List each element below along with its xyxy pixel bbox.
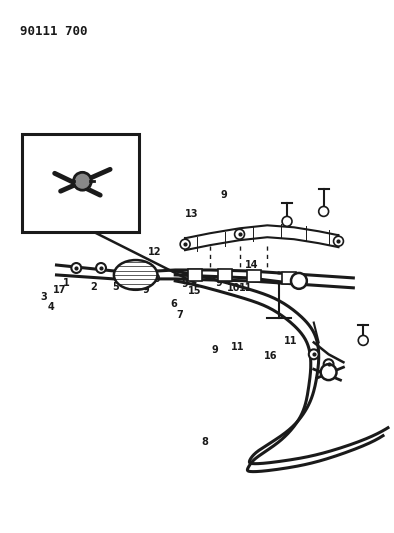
Bar xyxy=(247,270,261,282)
Bar xyxy=(188,269,202,281)
Text: 14: 14 xyxy=(245,261,258,270)
Text: 16: 16 xyxy=(264,351,278,361)
Circle shape xyxy=(309,349,319,359)
Text: 9: 9 xyxy=(215,278,222,288)
Text: 7: 7 xyxy=(36,219,43,229)
Text: 10: 10 xyxy=(148,273,162,284)
Text: 13: 13 xyxy=(185,208,199,219)
Text: 9: 9 xyxy=(211,345,218,355)
Circle shape xyxy=(180,239,190,249)
Text: 7: 7 xyxy=(176,310,183,320)
Circle shape xyxy=(334,236,344,246)
Bar xyxy=(282,272,296,284)
Text: 9: 9 xyxy=(143,285,150,295)
Circle shape xyxy=(71,263,81,273)
Text: 11: 11 xyxy=(284,336,297,345)
Circle shape xyxy=(234,229,245,239)
Text: 6: 6 xyxy=(170,298,177,309)
Text: 5: 5 xyxy=(112,281,119,292)
Circle shape xyxy=(323,359,334,369)
Text: 3: 3 xyxy=(41,292,48,302)
Circle shape xyxy=(96,263,106,273)
Text: 17: 17 xyxy=(53,285,67,295)
Ellipse shape xyxy=(114,260,158,290)
Text: 12: 12 xyxy=(148,247,162,257)
Circle shape xyxy=(319,206,329,216)
Circle shape xyxy=(321,364,336,380)
Text: 11: 11 xyxy=(130,264,143,274)
Text: 11: 11 xyxy=(239,282,253,293)
Ellipse shape xyxy=(74,172,91,190)
Circle shape xyxy=(291,273,307,289)
Text: 8: 8 xyxy=(201,437,208,447)
Text: 15: 15 xyxy=(188,286,202,296)
Circle shape xyxy=(282,216,292,227)
Bar xyxy=(22,134,139,232)
Text: 7: 7 xyxy=(30,214,36,224)
Text: 10: 10 xyxy=(227,282,241,293)
Text: 2: 2 xyxy=(90,281,97,292)
Text: 11: 11 xyxy=(231,342,245,352)
Text: 90111 700: 90111 700 xyxy=(20,25,87,38)
Circle shape xyxy=(358,335,368,345)
Text: 4: 4 xyxy=(47,302,54,312)
Text: 1: 1 xyxy=(63,278,70,288)
Text: 9: 9 xyxy=(221,190,228,200)
Bar xyxy=(218,269,232,281)
Text: 9: 9 xyxy=(181,279,188,289)
